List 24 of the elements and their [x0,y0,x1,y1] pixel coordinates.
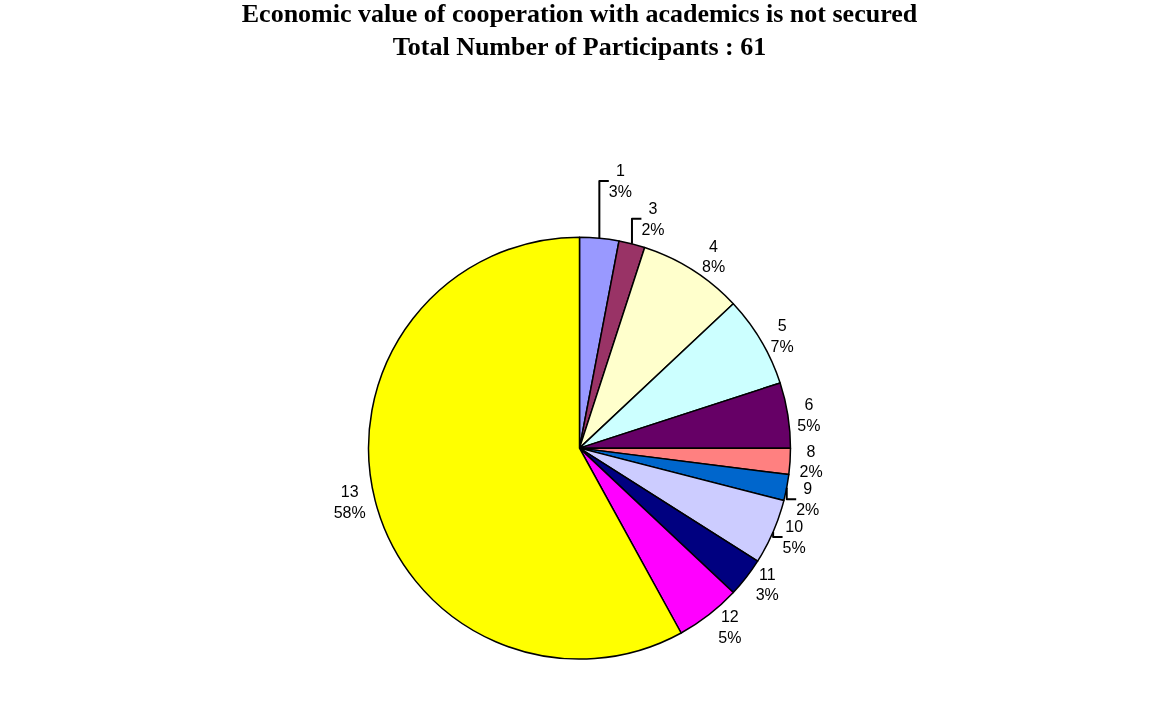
slice-label: 5 [777,316,787,334]
chart-subtitle: Total Number of Participants : 61 [392,32,767,62]
data-label: 58% [333,503,366,521]
slice-label: 11 [758,565,776,583]
data-label: 2% [799,463,823,481]
chart-title: Economic value of cooperation with academics is not secured [241,0,918,28]
slice-label: 4 [709,237,719,255]
slice-label: 8 [806,442,816,460]
data-label: 3% [755,586,779,604]
slice-label: 10 [785,518,804,536]
data-label: 7% [770,337,794,355]
slice-label: 13 [340,482,359,500]
slice-label: 1 [615,162,625,180]
data-label: 2% [796,501,820,519]
data-label: 5% [718,628,742,646]
data-label: 3% [608,182,632,200]
data-label: 8% [701,258,726,276]
slice-label: 12 [720,607,739,625]
data-label: 2% [641,220,665,238]
slice-label: 6 [804,395,814,413]
slice-label: 3 [648,199,658,217]
data-label: 5% [797,416,821,434]
slice-label: 9 [803,480,813,498]
data-label: 5% [782,538,806,556]
